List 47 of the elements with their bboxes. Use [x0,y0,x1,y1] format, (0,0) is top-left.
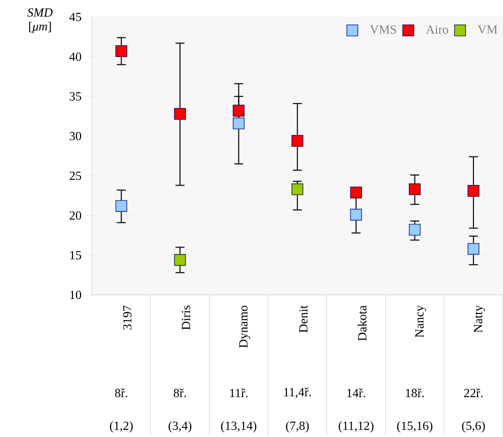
legend-label: Airo [426,26,448,34]
y-tick-label: 45 [69,13,82,22]
point [291,184,304,196]
point [174,108,186,120]
legend-label: VMS [370,26,396,34]
point [350,186,362,199]
point [350,208,362,221]
text: (1,2) [110,421,133,433]
point [232,118,245,130]
x-tick-label: Diris [182,306,190,330]
y-tick-label: 10 [70,290,82,300]
point [174,254,186,266]
text: (7,8) [286,421,309,433]
point [291,135,304,147]
point [408,184,421,196]
point [115,200,128,212]
x-tick-label: Nancy [415,305,426,338]
x-tick-label: 3197 [123,306,132,330]
y-tick-label: 30 [70,132,82,140]
point [468,185,480,197]
y-tick-label: 20 [70,211,82,220]
text: (13,14) [221,421,256,433]
x-tick-label: Natty [474,305,485,333]
text: (15,16) [397,421,432,433]
text: 11ř. [230,388,248,398]
point [232,104,245,117]
text: (11,12) [338,421,374,433]
text: (3,4) [168,421,192,433]
x-tick-label: Dakota [358,306,366,342]
y-tick-label: 35 [70,92,82,101]
y-tick-label: 25 [70,172,82,180]
text: 11,4ř. [284,388,311,398]
text: 8ř. [174,388,186,398]
text: 18ř. [406,388,424,398]
point [115,45,128,58]
x-tick-label: Denit [299,305,308,333]
y-axis-title: SMD [μm] [27,8,53,34]
y-tick-label: 15 [70,251,82,260]
legend-label: VM [478,26,498,34]
point [468,243,480,255]
point [408,224,421,236]
text: 14ř. [347,388,366,398]
x-tick-label: Dynamo [239,306,250,348]
text: 22ř. [464,388,482,398]
text: 8ř. [115,388,128,398]
y-tick-label: 40 [69,52,82,62]
text: (5,6) [462,421,485,433]
